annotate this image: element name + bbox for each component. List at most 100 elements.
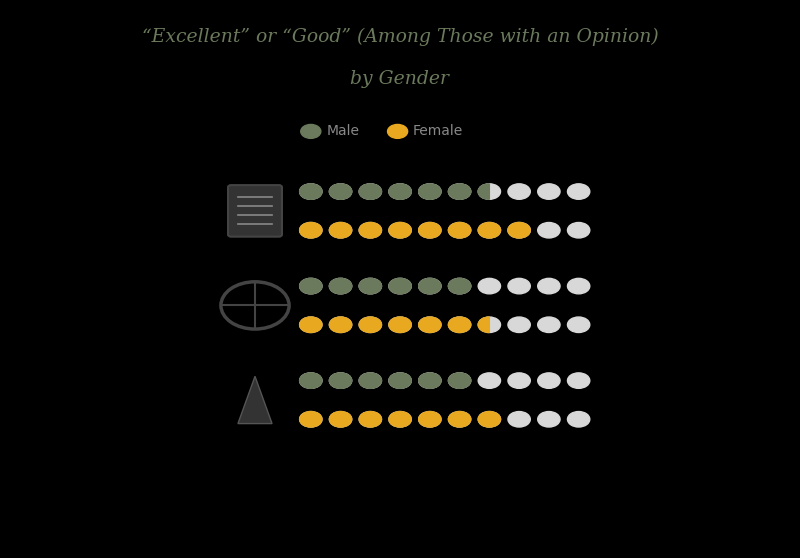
Circle shape <box>478 412 501 427</box>
Circle shape <box>478 278 501 294</box>
Circle shape <box>418 373 441 388</box>
Circle shape <box>418 317 441 333</box>
Circle shape <box>300 223 322 238</box>
Circle shape <box>389 412 411 427</box>
Circle shape <box>389 278 411 294</box>
Circle shape <box>418 412 441 427</box>
Circle shape <box>567 184 590 199</box>
Circle shape <box>418 223 441 238</box>
Circle shape <box>418 412 441 427</box>
Circle shape <box>449 317 470 333</box>
Circle shape <box>538 184 560 199</box>
Circle shape <box>330 223 352 238</box>
Circle shape <box>300 184 322 199</box>
Circle shape <box>330 317 352 333</box>
Circle shape <box>449 412 470 427</box>
Text: by Gender: by Gender <box>350 70 450 88</box>
Circle shape <box>359 184 382 199</box>
Circle shape <box>359 373 382 388</box>
Circle shape <box>538 373 560 388</box>
Circle shape <box>359 184 382 199</box>
Circle shape <box>300 278 322 294</box>
Circle shape <box>300 317 322 333</box>
Circle shape <box>449 278 470 294</box>
Circle shape <box>449 412 470 427</box>
Circle shape <box>330 278 352 294</box>
Circle shape <box>478 223 501 238</box>
Circle shape <box>449 223 470 238</box>
Circle shape <box>567 278 590 294</box>
Circle shape <box>389 317 411 333</box>
Circle shape <box>359 278 382 294</box>
Circle shape <box>330 412 352 427</box>
Circle shape <box>330 317 352 333</box>
Circle shape <box>389 373 411 388</box>
Circle shape <box>567 373 590 388</box>
Circle shape <box>359 412 382 427</box>
Circle shape <box>449 373 470 388</box>
Circle shape <box>300 412 322 427</box>
Circle shape <box>478 317 501 333</box>
Circle shape <box>359 223 382 238</box>
Circle shape <box>330 223 352 238</box>
Circle shape <box>359 317 382 333</box>
Circle shape <box>389 184 411 199</box>
Circle shape <box>389 223 411 238</box>
Circle shape <box>418 278 441 294</box>
Circle shape <box>567 223 590 238</box>
Circle shape <box>508 223 530 238</box>
Circle shape <box>567 317 590 333</box>
Circle shape <box>449 223 470 238</box>
Wedge shape <box>478 184 490 199</box>
Circle shape <box>330 373 352 388</box>
Circle shape <box>330 184 352 199</box>
Circle shape <box>418 317 441 333</box>
Circle shape <box>300 317 322 333</box>
Circle shape <box>389 278 411 294</box>
Circle shape <box>359 412 382 427</box>
Circle shape <box>478 412 501 427</box>
Circle shape <box>359 317 382 333</box>
Circle shape <box>330 278 352 294</box>
Circle shape <box>359 278 382 294</box>
Circle shape <box>389 184 411 199</box>
Circle shape <box>538 317 560 333</box>
Circle shape <box>538 223 560 238</box>
Circle shape <box>359 223 382 238</box>
Circle shape <box>418 278 441 294</box>
Circle shape <box>418 184 441 199</box>
Circle shape <box>389 373 411 388</box>
Text: “Excellent” or “Good” (Among Those with an Opinion): “Excellent” or “Good” (Among Those with … <box>142 28 658 46</box>
Circle shape <box>300 223 322 238</box>
Circle shape <box>330 373 352 388</box>
Circle shape <box>418 184 441 199</box>
Circle shape <box>449 184 470 199</box>
Circle shape <box>567 412 590 427</box>
Circle shape <box>359 373 382 388</box>
Circle shape <box>508 184 530 199</box>
Circle shape <box>478 184 501 199</box>
Circle shape <box>508 278 530 294</box>
Circle shape <box>449 184 470 199</box>
Circle shape <box>387 124 408 138</box>
Wedge shape <box>478 317 490 333</box>
Circle shape <box>478 373 501 388</box>
Circle shape <box>538 412 560 427</box>
Circle shape <box>418 373 441 388</box>
Polygon shape <box>238 376 272 424</box>
Circle shape <box>300 373 322 388</box>
Circle shape <box>300 373 322 388</box>
Circle shape <box>449 373 470 388</box>
Circle shape <box>330 184 352 199</box>
Circle shape <box>449 278 470 294</box>
Circle shape <box>300 412 322 427</box>
Circle shape <box>330 412 352 427</box>
Circle shape <box>389 412 411 427</box>
Text: Male: Male <box>326 124 359 138</box>
FancyBboxPatch shape <box>228 185 282 237</box>
Circle shape <box>508 317 530 333</box>
Circle shape <box>300 184 322 199</box>
Circle shape <box>389 223 411 238</box>
Text: Female: Female <box>413 124 463 138</box>
Circle shape <box>508 412 530 427</box>
